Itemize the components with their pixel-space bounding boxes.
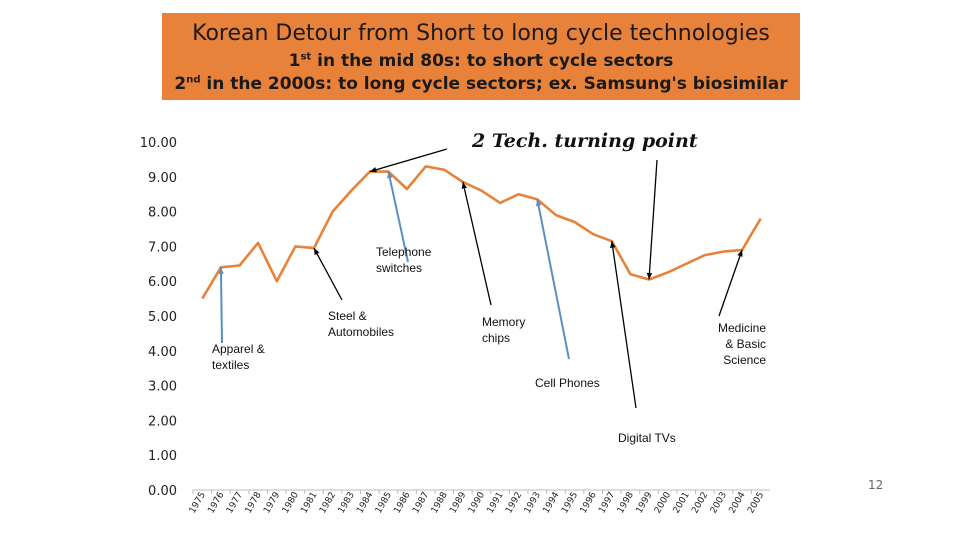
x-tick-label: 1984: [355, 490, 375, 515]
y-tick-label: 7.00: [148, 240, 177, 255]
y-tick-label: 0.00: [148, 484, 177, 499]
x-tick-label: 1995: [560, 491, 580, 516]
x-tick-label: 1976: [206, 490, 226, 515]
annotation-arrowhead: [737, 249, 743, 257]
annotation-label: switches: [376, 261, 422, 275]
annotation-arrow: [462, 181, 492, 306]
annotation-label: Steel &: [328, 309, 367, 323]
annotation-arrow: [648, 159, 658, 280]
annotation-label: Memory: [482, 315, 525, 329]
page-number: 12: [868, 478, 884, 492]
y-tick-label: 10.00: [140, 136, 177, 151]
annotation-arrow: [313, 247, 343, 301]
x-tick-label: 1979: [262, 490, 282, 515]
banner-subtitle-1: 1st in the mid 80s: to short cycle secto…: [162, 51, 800, 71]
x-tick-label: 1994: [541, 490, 561, 515]
annotation-label: Cell Phones: [535, 376, 600, 390]
x-tick-label: 1985: [374, 491, 394, 516]
x-tick-label: 1998: [616, 490, 636, 515]
x-tick-label: 1988: [430, 490, 450, 515]
x-tick-label: 1980: [281, 490, 301, 515]
line2-text: in the 2000s: to long cycle sectors; ex.…: [200, 74, 788, 94]
title-banner: Korean Detour from Short to long cycle t…: [162, 13, 800, 100]
annotation-arrowhead: [646, 272, 653, 280]
x-tick-label: 1992: [504, 491, 524, 516]
y-tick-label: 9.00: [148, 171, 177, 186]
annotation-arrow: [611, 241, 637, 409]
annotation-label: Science: [723, 353, 766, 367]
line1-text: in the mid 80s: to short cycle sectors: [311, 51, 674, 71]
y-tick-label: 2.00: [148, 414, 177, 429]
annotation-arrowhead: [461, 182, 467, 189]
y-tick-label: 6.00: [148, 275, 177, 290]
x-tick-label: 1981: [299, 491, 319, 516]
annotation-label: Automobiles: [328, 325, 394, 339]
series-line: [201, 165, 762, 300]
x-tick-label: 1991: [486, 491, 506, 516]
annotation-arrowhead: [535, 199, 542, 207]
x-tick-label: 2000: [653, 490, 673, 515]
banner-title: Korean Detour from Short to long cycle t…: [192, 21, 770, 46]
line1-ordinal: 1: [288, 51, 301, 71]
line2-ordinal: 2: [174, 74, 187, 94]
y-tick-label: 5.00: [148, 310, 177, 325]
x-tick-label: 2003: [709, 491, 729, 516]
annotation-label: 2 Tech. turning point: [471, 130, 698, 152]
annotation-arrowhead: [610, 241, 616, 248]
x-tick-label: 2005: [746, 491, 766, 516]
annotation-label: Telephone: [376, 245, 432, 259]
annotation-arrowhead: [218, 267, 224, 274]
annotation-arrowhead: [313, 248, 320, 256]
x-tick-label: 1989: [448, 490, 468, 515]
line1-sup: st: [300, 51, 312, 63]
annotation-arrowhead: [369, 167, 377, 173]
banner-subtitle-2: 2nd in the 2000s: to long cycle sectors;…: [162, 74, 800, 94]
x-tick-label: 1997: [597, 491, 617, 516]
annotation-label: chips: [482, 331, 510, 345]
annotation-label: Medicine: [718, 321, 766, 335]
x-tick-label: 1999: [635, 490, 655, 515]
x-tick-label: 1993: [523, 491, 543, 516]
y-tick-label: 4.00: [148, 345, 177, 360]
x-tick-label: 1996: [579, 490, 599, 515]
x-tick-label: 1986: [393, 490, 413, 515]
x-tick-label: 1982: [318, 491, 338, 516]
x-tick-label: 2001: [672, 491, 692, 516]
annotation-label: Digital TVs: [618, 431, 676, 445]
x-tick-label: 2002: [690, 491, 710, 516]
x-tick-label: 2004: [728, 490, 748, 515]
annotation-arrow: [536, 199, 570, 360]
line2-sup: nd: [186, 74, 201, 86]
annotation-label: textiles: [212, 358, 249, 372]
y-tick-label: 8.00: [148, 206, 177, 221]
annotation-arrow: [219, 267, 223, 344]
annotation-arrow: [369, 148, 448, 173]
annotation-label: & Basic: [725, 337, 766, 351]
x-tick-label: 1983: [337, 491, 357, 516]
annotation-arrow: [387, 171, 409, 263]
x-tick-label: 1977: [225, 491, 245, 516]
annotation-arrowhead: [387, 171, 393, 179]
y-tick-label: 3.00: [148, 380, 177, 395]
x-tick-label: 1978: [244, 490, 264, 515]
y-tick-label: 1.00: [148, 449, 177, 464]
annotation-label: Apparel &: [212, 342, 265, 356]
x-tick-label: 1987: [411, 491, 431, 516]
annotation-arrow: [718, 249, 743, 317]
x-tick-label: 1975: [188, 491, 208, 516]
x-tick-label: 1990: [467, 490, 487, 515]
